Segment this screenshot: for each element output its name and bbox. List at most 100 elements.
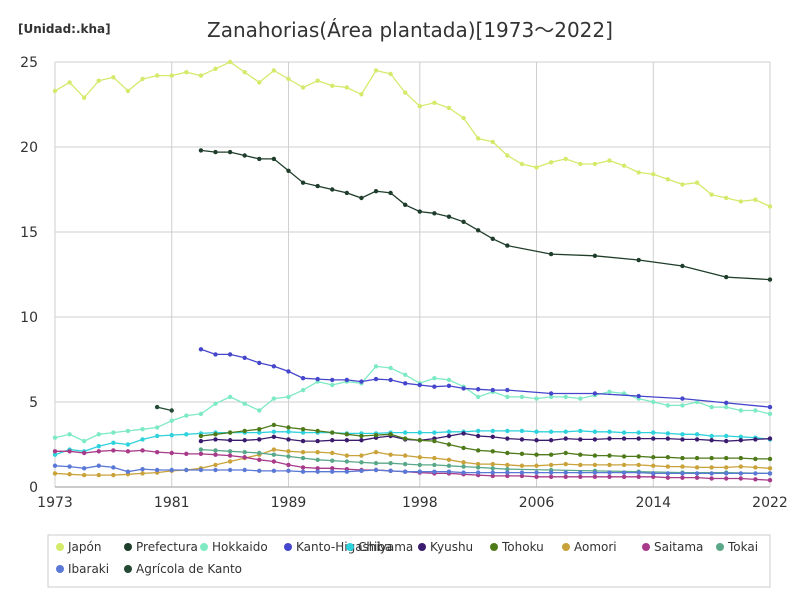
series-5 [198,431,773,444]
legend-marker [642,543,650,551]
data-point [694,399,700,405]
data-point [169,450,174,456]
data-point [592,453,598,458]
data-point [271,429,277,434]
data-point [432,455,437,461]
legend-label: Agrícola de Kanto [136,562,242,576]
data-point [198,467,204,473]
data-point [198,451,204,457]
data-point [592,253,598,258]
legend-item: Kyushu [418,540,473,554]
data-point [665,436,671,441]
data-point [767,404,773,410]
data-point [81,438,87,444]
data-point [417,209,422,214]
data-point [607,436,612,441]
data-point [96,78,101,83]
data-point [724,476,729,481]
data-point [607,429,612,434]
x-tick-label: 1981 [154,495,190,511]
data-point [694,455,700,461]
data-point [300,465,306,470]
data-point [52,452,58,457]
data-point [475,461,481,467]
legend-item: Prefectura [124,540,198,554]
data-point [680,471,685,476]
data-point [227,352,233,357]
data-point [505,462,510,468]
data-point [96,449,101,454]
series-line [54,448,771,476]
data-point [344,432,350,437]
data-point [461,464,466,469]
data-point [753,437,758,442]
data-point [505,450,510,456]
data-point [67,449,72,454]
data-point [490,387,495,393]
data-point [373,189,379,194]
data-point [184,467,189,473]
data-point [767,436,773,441]
series-0 [52,59,773,209]
data-point [607,389,612,394]
legend-item: Agrícola de Kanto [124,562,242,576]
legend-label: Kanto-Higashiyama [296,540,413,554]
series-line [200,149,771,281]
data-point [563,394,568,400]
data-point [475,465,481,470]
data-point [257,156,262,162]
data-point [578,428,583,434]
data-point [286,454,291,459]
data-point [359,379,364,384]
series-8 [52,448,773,483]
data-point [300,455,306,461]
data-point [607,474,612,479]
data-point [315,457,320,462]
data-point [490,473,495,479]
data-point [300,180,306,185]
data-point [111,448,116,453]
x-tick-label: 2022 [752,495,788,511]
data-point [271,156,277,162]
data-point [184,451,189,457]
series-7 [52,447,773,478]
data-point [257,360,262,366]
data-point [505,387,510,393]
data-point [417,462,422,468]
data-point [300,438,306,444]
data-point [548,452,554,457]
data-point [534,474,539,479]
data-point [432,211,437,216]
data-point [81,472,87,478]
data-point [286,425,291,430]
y-tick-label: 20 [20,140,38,156]
data-point [227,394,233,400]
data-point [548,429,554,434]
data-point [680,396,685,401]
data-point [738,476,744,481]
data-point [636,257,641,263]
data-point [548,462,554,468]
data-point [680,475,685,480]
data-point [417,438,422,443]
data-point [286,468,291,474]
data-point [227,438,233,443]
data-point [373,449,379,455]
data-point [519,470,525,475]
data-point [388,377,393,383]
data-point [140,471,145,476]
data-point [52,449,58,454]
legend-marker [490,543,498,551]
data-point [592,470,598,475]
data-point [694,437,700,442]
legend-label: Hokkaido [212,540,268,554]
data-point [753,471,758,476]
legend-marker [346,543,354,551]
data-point [709,465,714,470]
data-point [271,434,277,440]
data-point [680,455,685,461]
data-point [505,243,510,248]
data-point [738,408,744,413]
data-point [592,391,598,396]
data-point [475,433,481,439]
